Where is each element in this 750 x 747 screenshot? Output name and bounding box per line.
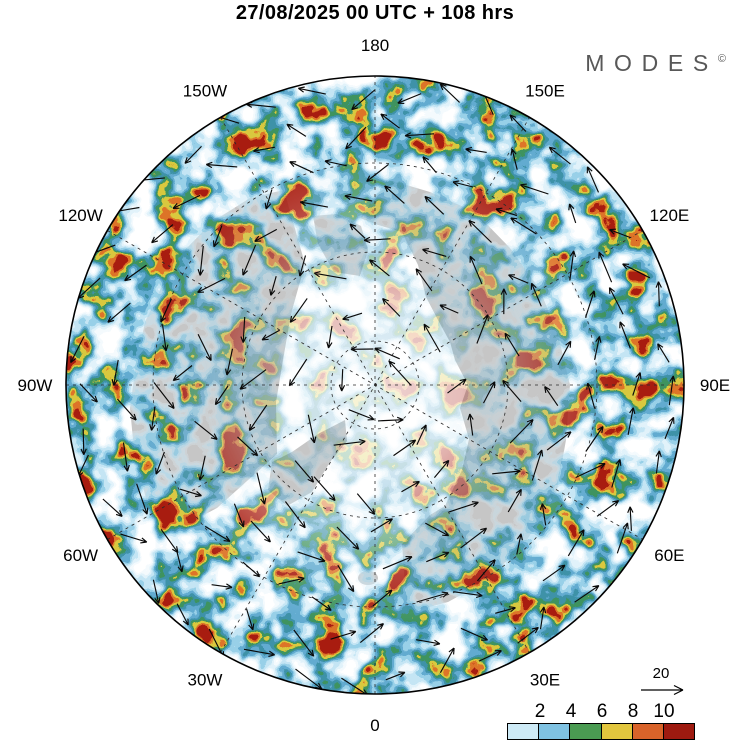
- longitude-labels: 180 150E 120E 90E 60E 30E 0 30W 60W 90W 120W 150W: [18, 36, 731, 735]
- reference-arrow: 20: [641, 665, 684, 696]
- colorbar-tick-label: 2: [534, 701, 546, 722]
- colorbar-cell: [538, 724, 570, 739]
- colorbar-cell: [600, 724, 632, 739]
- reference-arrow-label: 20: [653, 665, 670, 682]
- graticule-layer: [66, 76, 684, 694]
- colorbar-tick-label: 6: [596, 701, 608, 722]
- colorbar-cell: [631, 724, 663, 739]
- map-boundary: [65, 75, 685, 695]
- copyright-mark: ©: [717, 53, 726, 65]
- longitude-label-180: 180: [361, 36, 389, 55]
- colorbar-tick-label: 8: [627, 701, 639, 722]
- longitude-label-150E: 150E: [525, 82, 565, 101]
- longitude-label-150W: 150W: [183, 82, 227, 101]
- longitude-label-60W: 60W: [63, 546, 98, 565]
- longitude-label-30W: 30W: [188, 670, 223, 689]
- colorbar-cells: [507, 723, 695, 740]
- page-title: 27/08/2025 00 UTC + 108 hrs: [235, 2, 515, 24]
- longitude-label-120E: 120E: [650, 206, 690, 225]
- modes-logo: MODES©: [585, 50, 726, 77]
- reference-arrow-icon: [641, 684, 684, 696]
- colorbar-cell: [569, 724, 601, 739]
- wind-arrow-layer: [70, 83, 676, 694]
- colorbar-tick-label: 10: [653, 701, 675, 722]
- colorbar: 2 4 6 8 10: [507, 701, 697, 740]
- colorbar-cell: [662, 724, 695, 739]
- latitude-circle: [152, 162, 598, 608]
- longitude-label-60E: 60E: [654, 546, 684, 565]
- meridian-line: [219, 116, 531, 654]
- colorbar-tick-label: 4: [565, 701, 577, 722]
- longitude-label-90E: 90E: [700, 376, 730, 395]
- longitude-label-0: 0: [370, 716, 379, 735]
- longitude-label-120W: 120W: [58, 206, 102, 225]
- longitude-label-90W: 90W: [18, 376, 53, 395]
- colorbar-ticks: 2 4 6 8 10: [507, 701, 697, 723]
- colorbar-cell: [508, 724, 539, 739]
- longitude-label-30E: 30E: [530, 670, 560, 689]
- wind-arrows: [70, 83, 676, 694]
- modes-logo-text: MODES: [585, 50, 718, 76]
